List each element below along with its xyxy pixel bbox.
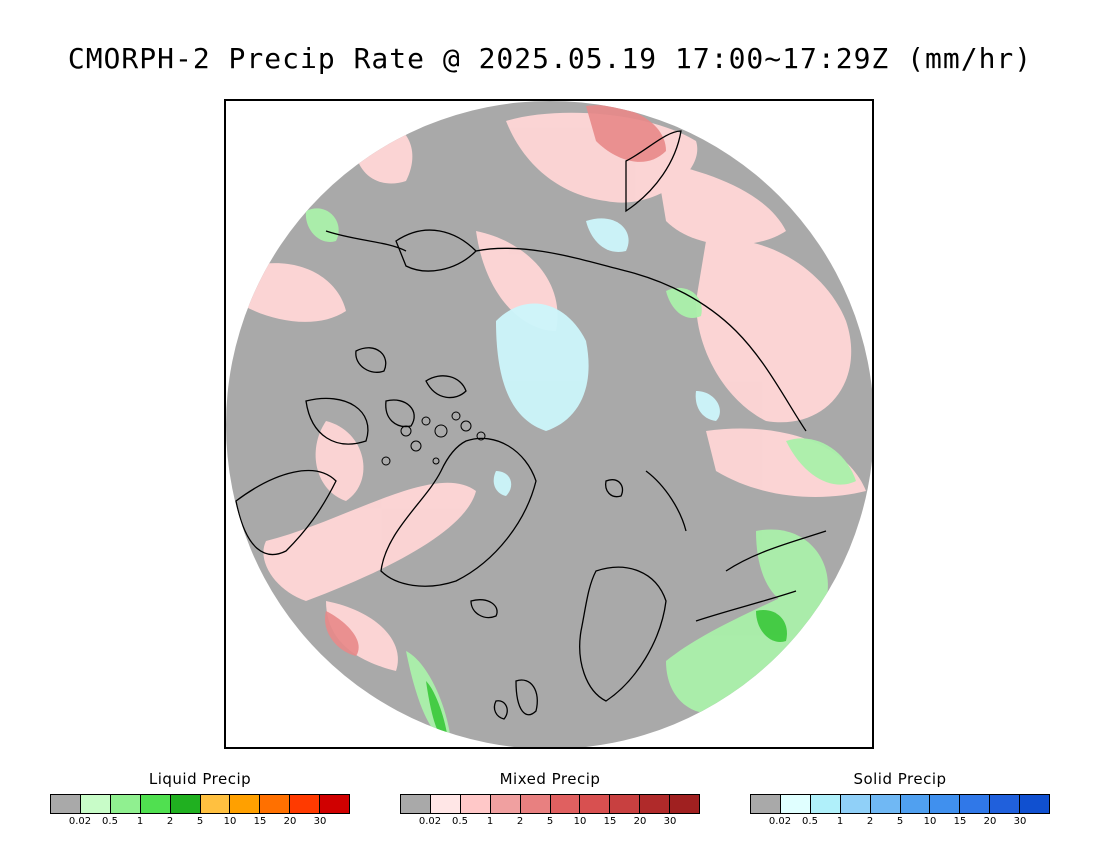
legend-tick-label: 0.02 — [768, 816, 792, 827]
legend-swatch — [170, 795, 201, 813]
legend-swatch — [810, 795, 841, 813]
legend-tick-label: 2 — [516, 816, 524, 827]
legend-tick-label: 15 — [603, 816, 617, 827]
legend-tick-label: 15 — [953, 816, 967, 827]
legend-swatch — [200, 795, 231, 813]
legend-color-bar — [50, 794, 350, 814]
legend-swatch — [430, 795, 461, 813]
legend-swatch — [401, 795, 431, 813]
legend-title: Solid Precip — [853, 770, 947, 788]
legend-swatch — [780, 795, 811, 813]
legend-tick-label: 0.5 — [102, 816, 118, 827]
legend-tick-label: 5 — [196, 816, 204, 827]
legend-tick-label: 30 — [313, 816, 327, 827]
legend-tick-label: 5 — [546, 816, 554, 827]
legend-tick-label: 1 — [486, 816, 494, 827]
legend-title: Liquid Precip — [148, 770, 252, 788]
mixed-precip-heavy — [325, 105, 666, 656]
legend-swatch — [290, 795, 321, 813]
solid-precip-areas — [493, 218, 720, 496]
legend-swatch — [140, 795, 171, 813]
legend-ticks: 0.02 0.5 1 2 5 10 15 20 30 — [50, 814, 350, 828]
legend-swatch — [490, 795, 521, 813]
legend-swatch — [230, 795, 261, 813]
map-title: CMORPH-2 Precip Rate @ 2025.05.19 17:00~… — [67, 42, 1033, 75]
liquid-precip-moderate — [426, 610, 787, 741]
legend-tick-label: 0.02 — [68, 816, 92, 827]
legend-swatch — [320, 795, 350, 813]
legend-swatch — [520, 795, 551, 813]
legend-tick-label: 0.02 — [418, 816, 442, 827]
legend-swatch — [960, 795, 991, 813]
legend-tick-label: 20 — [283, 816, 297, 827]
legend-ticks: 0.02 0.5 1 2 5 10 15 20 30 — [750, 814, 1050, 828]
legend-tick-label: 20 — [633, 816, 647, 827]
legend-tick-label: 1 — [136, 816, 144, 827]
legend-tick-label: 10 — [573, 816, 587, 827]
legend-swatch — [550, 795, 581, 813]
legend-tick-label: 0.5 — [452, 816, 468, 827]
legend-liquid: Liquid Precip 0.02 0.5 1 2 5 10 15 20 30 — [50, 770, 350, 828]
legend-swatch — [1020, 795, 1050, 813]
legend-swatch — [870, 795, 901, 813]
archipelago-islands — [381, 411, 486, 466]
legend-tick-label: 30 — [1013, 816, 1027, 827]
polar-precip-map — [224, 99, 874, 749]
legend-tick-label: 20 — [983, 816, 997, 827]
mixed-precip-areas — [236, 112, 866, 671]
legend-swatch — [640, 795, 671, 813]
legend-swatch — [80, 795, 111, 813]
map-canvas — [226, 101, 872, 747]
legend-tick-label: 10 — [923, 816, 937, 827]
legend-swatch — [460, 795, 491, 813]
legend-tick-label: 0.5 — [802, 816, 818, 827]
legend-color-bar — [750, 794, 1050, 814]
legend-swatch — [900, 795, 931, 813]
legend-tick-label: 5 — [896, 816, 904, 827]
legend-swatch — [840, 795, 871, 813]
legend-swatch — [930, 795, 961, 813]
legend-swatch — [110, 795, 141, 813]
legend-swatch — [990, 795, 1021, 813]
legend-tick-label: 1 — [836, 816, 844, 827]
legend-mixed: Mixed Precip 0.02 0.5 1 2 5 10 15 20 30 — [400, 770, 700, 828]
legend-ticks: 0.02 0.5 1 2 5 10 15 20 30 — [400, 814, 700, 828]
legend-solid: Solid Precip 0.02 0.5 1 2 5 10 15 20 30 — [750, 770, 1050, 828]
legend-swatch — [751, 795, 781, 813]
legend-swatch — [260, 795, 291, 813]
legend-swatch — [580, 795, 611, 813]
legend-tick-label: 2 — [866, 816, 874, 827]
legend-tick-label: 2 — [166, 816, 174, 827]
legend-tick-label: 10 — [223, 816, 237, 827]
coastlines — [235, 130, 827, 720]
legend-tick-label: 30 — [663, 816, 677, 827]
legend-swatch — [610, 795, 641, 813]
legend-color-bar — [400, 794, 700, 814]
legend-swatch — [51, 795, 81, 813]
legend-swatch — [670, 795, 700, 813]
legend-tick-label: 15 — [253, 816, 267, 827]
legend-title: Mixed Precip — [499, 770, 601, 788]
